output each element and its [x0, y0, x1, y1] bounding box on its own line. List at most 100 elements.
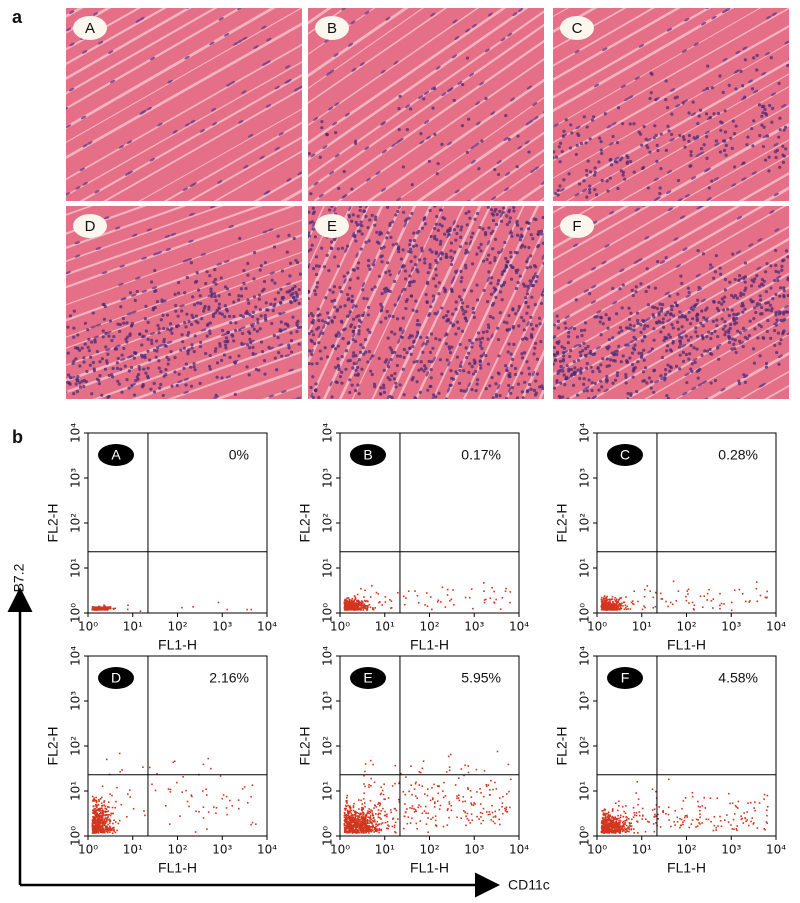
infiltrate-cell — [569, 123, 572, 126]
infiltrate-cell — [656, 260, 659, 263]
infiltrate-cell — [416, 319, 419, 322]
infiltrate-cell — [667, 397, 670, 400]
infiltrate-cell — [516, 234, 519, 237]
infiltrate-cell — [667, 129, 670, 132]
infiltrate-cell — [298, 302, 301, 305]
infiltrate-cell — [633, 171, 636, 174]
infiltrate-cell — [112, 405, 115, 408]
nucleus — [529, 0, 535, 4]
infiltrate-cell — [744, 275, 747, 278]
nucleus — [41, 371, 47, 375]
infiltrate-cell — [377, 242, 380, 245]
event-dot — [625, 607, 627, 609]
infiltrate-cell — [769, 286, 772, 289]
infiltrate-cell — [419, 132, 422, 135]
infiltrate-cell — [330, 247, 333, 250]
infiltrate-cell — [454, 308, 457, 311]
infiltrate-cell — [479, 367, 482, 370]
nucleus — [55, 224, 61, 229]
infiltrate-cell — [137, 373, 140, 376]
infiltrate-cell — [337, 344, 340, 347]
infiltrate-cell — [493, 210, 496, 213]
y-tick-label: 10² — [69, 513, 83, 533]
infiltrate-cell — [253, 328, 256, 331]
infiltrate-cell — [509, 392, 512, 395]
nucleus — [84, 520, 90, 524]
infiltrate-cell — [742, 304, 745, 307]
infiltrate-cell — [156, 300, 159, 303]
nucleus — [3, 324, 9, 328]
infiltrate-cell — [652, 315, 655, 318]
nucleus — [549, 206, 554, 212]
infiltrate-cell — [708, 186, 711, 189]
infiltrate-cell — [169, 350, 172, 353]
infiltrate-cell — [580, 142, 583, 145]
event-dot — [95, 608, 97, 610]
infiltrate-cell — [749, 320, 752, 323]
infiltrate-cell — [553, 346, 556, 349]
infiltrate-cell — [309, 339, 312, 342]
infiltrate-cell — [177, 292, 180, 295]
infiltrate-cell — [647, 303, 650, 306]
event-dot — [356, 608, 358, 610]
infiltrate-cell — [557, 189, 560, 192]
infiltrate-cell — [346, 271, 349, 274]
infiltrate-cell — [229, 321, 232, 324]
infiltrate-cell — [678, 335, 681, 338]
infiltrate-cell — [682, 360, 685, 363]
infiltrate-cell — [323, 265, 326, 268]
infiltrate-cell — [310, 362, 313, 365]
infiltrate-cell — [520, 316, 523, 319]
infiltrate-cell — [206, 335, 209, 338]
infiltrate-cell — [589, 350, 592, 353]
infiltrate-cell — [713, 330, 716, 333]
infiltrate-cell — [584, 354, 587, 357]
nucleus — [576, 404, 582, 409]
infiltrate-cell — [340, 382, 343, 385]
infiltrate-cell — [525, 260, 528, 263]
infiltrate-cell — [186, 276, 189, 279]
infiltrate-cell — [746, 135, 749, 138]
infiltrate-cell — [412, 340, 415, 343]
infiltrate-cell — [78, 364, 81, 367]
infiltrate-cell — [119, 305, 122, 308]
infiltrate-cell — [573, 327, 576, 330]
plot-label: A — [111, 447, 121, 463]
infiltrate-cell — [408, 274, 411, 277]
infiltrate-cell — [639, 282, 642, 285]
infiltrate-cell — [433, 312, 436, 315]
nucleus — [544, 453, 550, 458]
nucleus — [796, 132, 800, 137]
event-dot — [418, 602, 420, 604]
infiltrate-cell — [729, 137, 732, 140]
infiltrate-cell — [291, 292, 294, 295]
infiltrate-cell — [744, 336, 747, 339]
infiltrate-cell — [177, 315, 180, 318]
infiltrate-cell — [346, 245, 349, 248]
nucleus — [184, 484, 190, 488]
infiltrate-cell — [412, 245, 415, 248]
infiltrate-cell — [696, 370, 699, 373]
infiltrate-cell — [643, 125, 646, 128]
nucleus — [207, 457, 213, 461]
nucleus — [8, 231, 14, 235]
infiltrate-cell — [140, 343, 143, 346]
x-tick-label: 10³ — [212, 620, 232, 634]
infiltrate-cell — [430, 332, 433, 335]
infiltrate-cell — [437, 229, 440, 232]
infiltrate-cell — [204, 282, 207, 285]
infiltrate-cell — [535, 324, 538, 327]
event-dot — [218, 602, 220, 604]
infiltrate-cell — [460, 389, 463, 392]
infiltrate-cell — [383, 391, 386, 394]
infiltrate-cell — [104, 332, 107, 335]
nucleus — [0, 14, 3, 19]
infiltrate-cell — [320, 357, 323, 360]
event-dot — [103, 604, 105, 606]
infiltrate-cell — [356, 277, 359, 280]
infiltrate-cell — [249, 341, 252, 344]
infiltrate-cell — [487, 254, 490, 257]
infiltrate-cell — [415, 360, 418, 363]
infiltrate-cell — [734, 294, 737, 297]
infiltrate-cell — [157, 359, 160, 362]
